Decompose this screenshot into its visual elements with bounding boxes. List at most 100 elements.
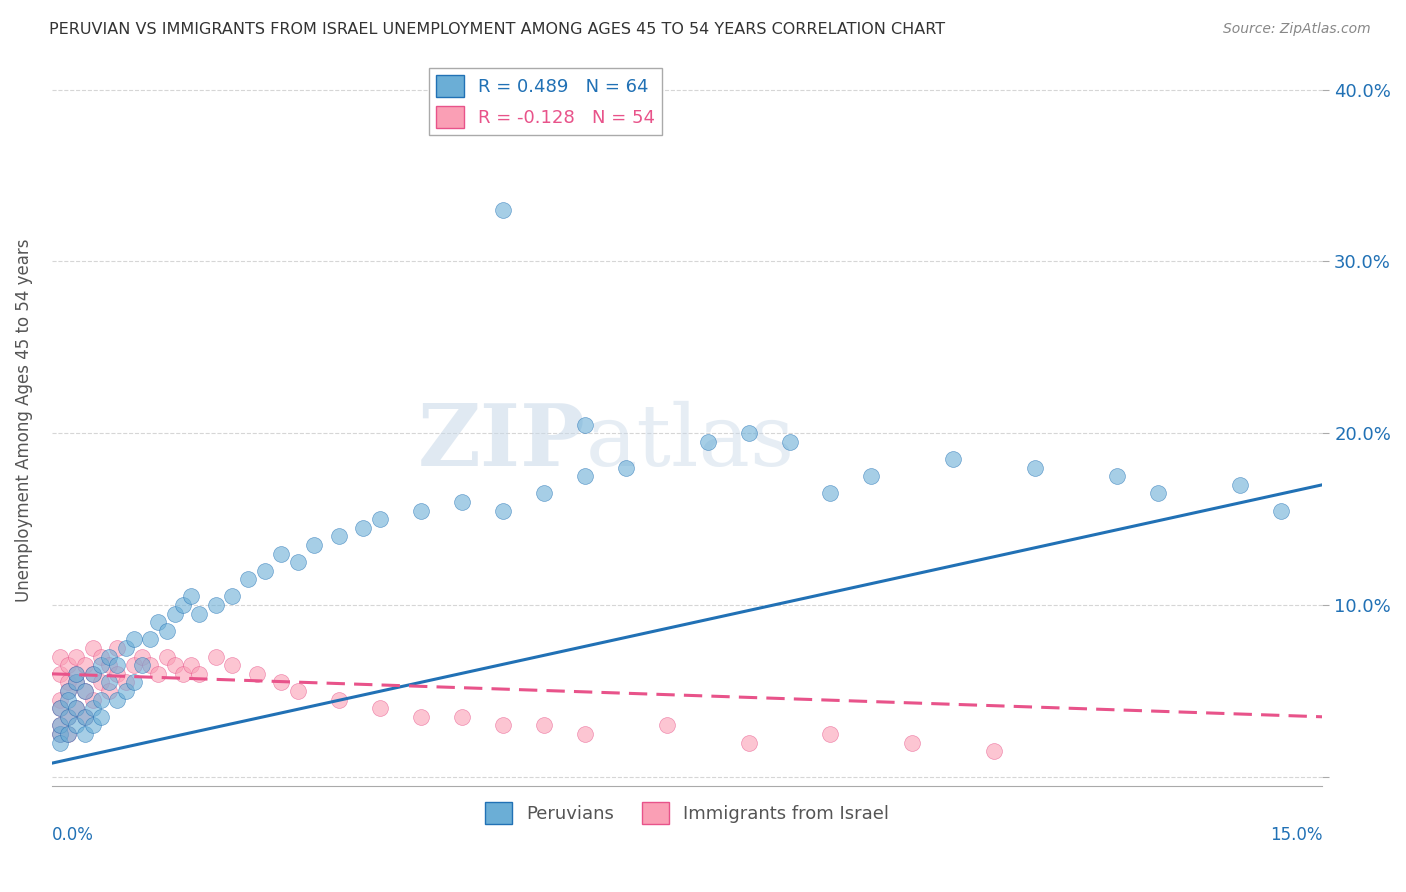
- Point: [49, 701, 72, 715]
- Point: [56, 675, 79, 690]
- Point: [942, 452, 965, 467]
- Point: [1147, 486, 1170, 500]
- Point: [73, 710, 96, 724]
- Point: [90, 692, 112, 706]
- Point: [49, 718, 72, 732]
- Point: [574, 727, 596, 741]
- Point: [172, 598, 194, 612]
- Point: [253, 564, 276, 578]
- Point: [49, 692, 72, 706]
- Point: [204, 649, 226, 664]
- Point: [122, 632, 145, 647]
- Point: [82, 701, 104, 715]
- Point: [105, 666, 128, 681]
- Point: [328, 529, 350, 543]
- Point: [90, 710, 112, 724]
- Point: [655, 718, 678, 732]
- Point: [139, 658, 162, 673]
- Point: [131, 658, 153, 673]
- Point: [614, 460, 637, 475]
- Point: [65, 666, 87, 681]
- Point: [73, 727, 96, 741]
- Point: [73, 684, 96, 698]
- Point: [148, 666, 170, 681]
- Point: [238, 572, 260, 586]
- Point: [1270, 503, 1292, 517]
- Point: [56, 710, 79, 724]
- Point: [82, 718, 104, 732]
- Point: [860, 469, 883, 483]
- Point: [49, 718, 72, 732]
- Point: [901, 735, 924, 749]
- Point: [491, 503, 513, 517]
- Point: [131, 649, 153, 664]
- Point: [983, 744, 1005, 758]
- Point: [491, 718, 513, 732]
- Point: [779, 434, 801, 449]
- Point: [270, 547, 292, 561]
- Point: [122, 675, 145, 690]
- Point: [696, 434, 718, 449]
- Point: [49, 649, 72, 664]
- Point: [73, 710, 96, 724]
- Point: [90, 649, 112, 664]
- Point: [65, 701, 87, 715]
- Point: [82, 666, 104, 681]
- Point: [270, 675, 292, 690]
- Point: [82, 641, 104, 656]
- Point: [155, 624, 177, 638]
- Point: [73, 658, 96, 673]
- Point: [533, 718, 555, 732]
- Point: [368, 701, 391, 715]
- Point: [737, 735, 759, 749]
- Point: [114, 684, 136, 698]
- Point: [155, 649, 177, 664]
- Point: [56, 727, 79, 741]
- Point: [65, 675, 87, 690]
- Point: [49, 701, 72, 715]
- Point: [65, 666, 87, 681]
- Point: [574, 417, 596, 432]
- Point: [49, 727, 72, 741]
- Point: [49, 666, 72, 681]
- Point: [820, 486, 842, 500]
- Point: [65, 675, 87, 690]
- Point: [221, 658, 243, 673]
- Y-axis label: Unemployment Among Ages 45 to 54 years: Unemployment Among Ages 45 to 54 years: [15, 238, 32, 602]
- Point: [56, 684, 79, 698]
- Point: [246, 666, 269, 681]
- Text: Source: ZipAtlas.com: Source: ZipAtlas.com: [1223, 22, 1371, 37]
- Point: [352, 521, 374, 535]
- Point: [65, 701, 87, 715]
- Point: [105, 641, 128, 656]
- Point: [450, 710, 472, 724]
- Point: [82, 692, 104, 706]
- Point: [56, 684, 79, 698]
- Point: [139, 632, 162, 647]
- Point: [328, 692, 350, 706]
- Point: [409, 710, 432, 724]
- Point: [98, 675, 121, 690]
- Point: [409, 503, 432, 517]
- Point: [172, 666, 194, 681]
- Point: [56, 727, 79, 741]
- Point: [287, 555, 309, 569]
- Point: [491, 202, 513, 217]
- Point: [221, 590, 243, 604]
- Point: [737, 426, 759, 441]
- Point: [49, 727, 72, 741]
- Point: [114, 675, 136, 690]
- Point: [56, 692, 79, 706]
- Point: [114, 641, 136, 656]
- Point: [1107, 469, 1129, 483]
- Point: [574, 469, 596, 483]
- Point: [163, 607, 186, 621]
- Point: [82, 666, 104, 681]
- Point: [56, 710, 79, 724]
- Point: [180, 590, 202, 604]
- Text: PERUVIAN VS IMMIGRANTS FROM ISRAEL UNEMPLOYMENT AMONG AGES 45 TO 54 YEARS CORREL: PERUVIAN VS IMMIGRANTS FROM ISRAEL UNEMP…: [49, 22, 945, 37]
- Point: [98, 684, 121, 698]
- Point: [148, 615, 170, 630]
- Point: [188, 607, 211, 621]
- Point: [287, 684, 309, 698]
